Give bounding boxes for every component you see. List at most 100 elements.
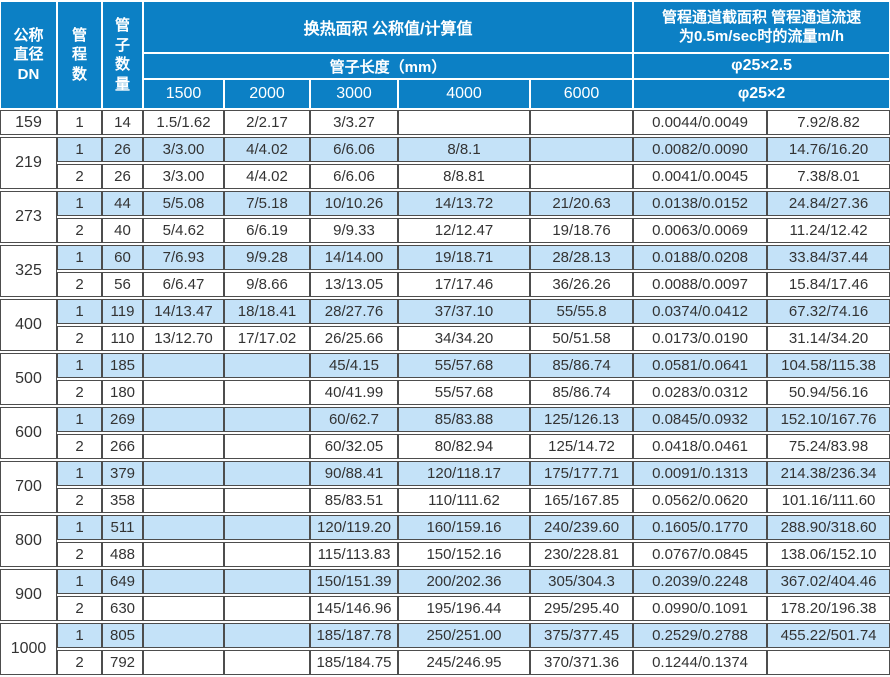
cell-flow_rate: 67.32/74.16 (767, 299, 890, 324)
cell-tubes: 40 (102, 218, 143, 243)
cell-len_6000: 230/228.81 (530, 542, 634, 567)
table-row: 1000 1 805 185/187.78 250/251.00 375/377.45 0.… (0, 623, 890, 675)
table-row: 900 1 649 150/151.39 200/202.36 305/304.3 0.20… (0, 569, 890, 621)
cell-len_2000 (224, 515, 310, 540)
table-row: 600 1 269 60/62.7 85/83.88 125/126.13 0.0845/0… (0, 407, 890, 459)
cell-flow_rate: 455.22/501.74 (767, 623, 890, 648)
cell-passes: 1 (57, 353, 102, 378)
cell-len_2000: 6/6.19 (224, 218, 310, 243)
cell-passes: 2 (57, 326, 102, 351)
header-phi-2: φ25×2 (633, 80, 890, 108)
cell-len_3000: 14/14.00 (310, 245, 398, 270)
cell-flow_rate: 75.24/83.98 (767, 434, 890, 459)
cell-passes: 2 (57, 542, 102, 567)
cell-len_2000 (224, 380, 310, 405)
cell-len_6000: 85/86.74 (530, 380, 634, 405)
cell-len_1500 (143, 353, 224, 378)
cell-flow_rate: 138.06/152.10 (767, 542, 890, 567)
cell-tubes: 511 (102, 515, 143, 540)
cell-len_4000: 150/152.16 (398, 542, 530, 567)
cell-len_1500 (143, 407, 224, 432)
header-dn: 公称 直径 DN (0, 2, 57, 108)
cell-cross_section_area: 0.0845/0.0932 (633, 407, 768, 432)
cell-len_4000: 245/246.95 (398, 650, 530, 675)
cell-len_3000: 85/83.51 (310, 488, 398, 513)
header-length-6000: 6000 (530, 80, 634, 108)
header-phi-1: φ25×2.5 (633, 54, 890, 78)
cell-len_2000 (224, 353, 310, 378)
cell-len_4000: 250/251.00 (398, 623, 530, 648)
header-length-2000: 2000 (224, 80, 310, 108)
cell-flow_rate: 31.14/34.20 (767, 326, 890, 351)
cell-flow_rate: 101.16/111.60 (767, 488, 890, 513)
cell-flow_rate: 24.84/27.36 (767, 191, 890, 216)
cell-passes: 1 (57, 515, 102, 540)
cell-cross_section_area: 0.0063/0.0069 (633, 218, 768, 243)
cell-len_2000: 18/18.41 (224, 299, 310, 324)
dn-cell: 159 (0, 110, 57, 135)
cell-len_3000: 3/3.27 (310, 110, 398, 135)
cell-len_4000: 55/57.68 (398, 380, 530, 405)
cell-cross_section_area: 0.0173/0.0190 (633, 326, 768, 351)
dn-cell: 325 (0, 245, 57, 297)
cell-len_2000: 4/4.02 (224, 137, 310, 162)
table-header: 公称 直径 DN 管 程 数 管 子 数 量 换热面积 公称值/计算值 管程通道… (0, 2, 890, 108)
cell-len_1500: 14/13.47 (143, 299, 224, 324)
cell-flow_rate: 178.20/196.38 (767, 596, 890, 621)
cell-cross_section_area: 0.0138/0.0152 (633, 191, 768, 216)
table-row: 2 266 60/32.05 80/82.94 125/14.72 0.0418/0.04… (0, 434, 890, 459)
cell-len_1500 (143, 434, 224, 459)
cell-len_6000: 28/28.13 (530, 245, 634, 270)
cell-len_2000: 17/17.02 (224, 326, 310, 351)
cell-len_4000: 85/83.88 (398, 407, 530, 432)
cell-len_3000: 120/119.20 (310, 515, 398, 540)
cell-len_2000: 9/9.28 (224, 245, 310, 270)
cell-tubes: 792 (102, 650, 143, 675)
cell-tubes: 26 (102, 164, 143, 189)
cell-len_1500: 1.5/1.62 (143, 110, 224, 135)
cell-len_1500: 13/12.70 (143, 326, 224, 351)
cell-len_3000: 13/13.05 (310, 272, 398, 297)
cell-len_2000 (224, 596, 310, 621)
cell-len_6000: 295/295.40 (530, 596, 634, 621)
cell-tubes: 269 (102, 407, 143, 432)
cell-len_1500 (143, 515, 224, 540)
cell-len_3000: 90/88.41 (310, 461, 398, 486)
cell-len_2000: 4/4.02 (224, 164, 310, 189)
cell-cross_section_area: 0.0767/0.0845 (633, 542, 768, 567)
cell-len_3000: 185/184.75 (310, 650, 398, 675)
header-row-3: 1500 2000 3000 4000 6000 φ25×2 (0, 80, 890, 108)
cell-len_6000: 125/14.72 (530, 434, 634, 459)
table-row: 159 1 14 1.5/1.62 2/2.17 3/3.27 0.0044/0.0049 7… (0, 110, 890, 135)
cell-flow_rate: 14.76/16.20 (767, 137, 890, 162)
cell-len_1500 (143, 488, 224, 513)
dn-cell: 400 (0, 299, 57, 351)
cell-len_4000: 110/111.62 (398, 488, 530, 513)
cell-len_3000: 185/187.78 (310, 623, 398, 648)
cell-len_3000: 9/9.33 (310, 218, 398, 243)
cell-len_1500: 3/3.00 (143, 164, 224, 189)
cell-flow_rate: 214.38/236.34 (767, 461, 890, 486)
cell-len_3000: 145/146.96 (310, 596, 398, 621)
cell-len_1500 (143, 461, 224, 486)
cell-len_6000: 50/51.58 (530, 326, 634, 351)
cell-passes: 1 (57, 191, 102, 216)
cell-passes: 2 (57, 650, 102, 675)
cell-len_2000 (224, 488, 310, 513)
table-row: 2 26 3/3.00 4/4.02 6/6.06 8/8.81 0.0041/0.0045… (0, 164, 890, 189)
cell-len_3000: 150/151.39 (310, 569, 398, 594)
cell-len_4000: 17/17.46 (398, 272, 530, 297)
cell-len_4000: 160/159.16 (398, 515, 530, 540)
cell-len_4000: 120/118.17 (398, 461, 530, 486)
cell-len_4000: 34/34.20 (398, 326, 530, 351)
cell-tubes: 649 (102, 569, 143, 594)
table-row: 2 40 5/4.62 6/6.19 9/9.33 12/12.47 19/18.76 0.0… (0, 218, 890, 243)
table-row: 325 1 60 7/6.93 9/9.28 14/14.00 19/18.71 28/28.… (0, 245, 890, 297)
cell-len_4000 (398, 110, 530, 135)
cell-tubes: 110 (102, 326, 143, 351)
header-passes: 管 程 数 (57, 2, 102, 108)
table-row: 2 110 13/12.70 17/17.02 26/25.66 34/34.20 50/5… (0, 326, 890, 351)
cell-len_1500: 5/4.62 (143, 218, 224, 243)
cell-len_1500 (143, 542, 224, 567)
